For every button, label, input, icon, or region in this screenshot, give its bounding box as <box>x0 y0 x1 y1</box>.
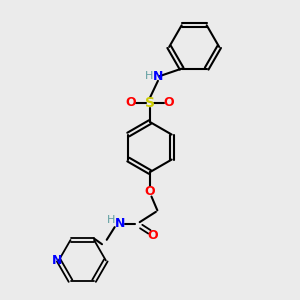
Text: O: O <box>145 185 155 198</box>
Text: S: S <box>145 96 155 110</box>
Text: N: N <box>115 217 125 230</box>
Text: N: N <box>52 254 62 267</box>
Text: O: O <box>164 96 175 110</box>
Text: H: H <box>107 215 115 225</box>
Text: O: O <box>125 96 136 110</box>
Text: H: H <box>145 71 153 81</box>
Text: O: O <box>148 229 158 242</box>
Text: N: N <box>153 70 163 83</box>
